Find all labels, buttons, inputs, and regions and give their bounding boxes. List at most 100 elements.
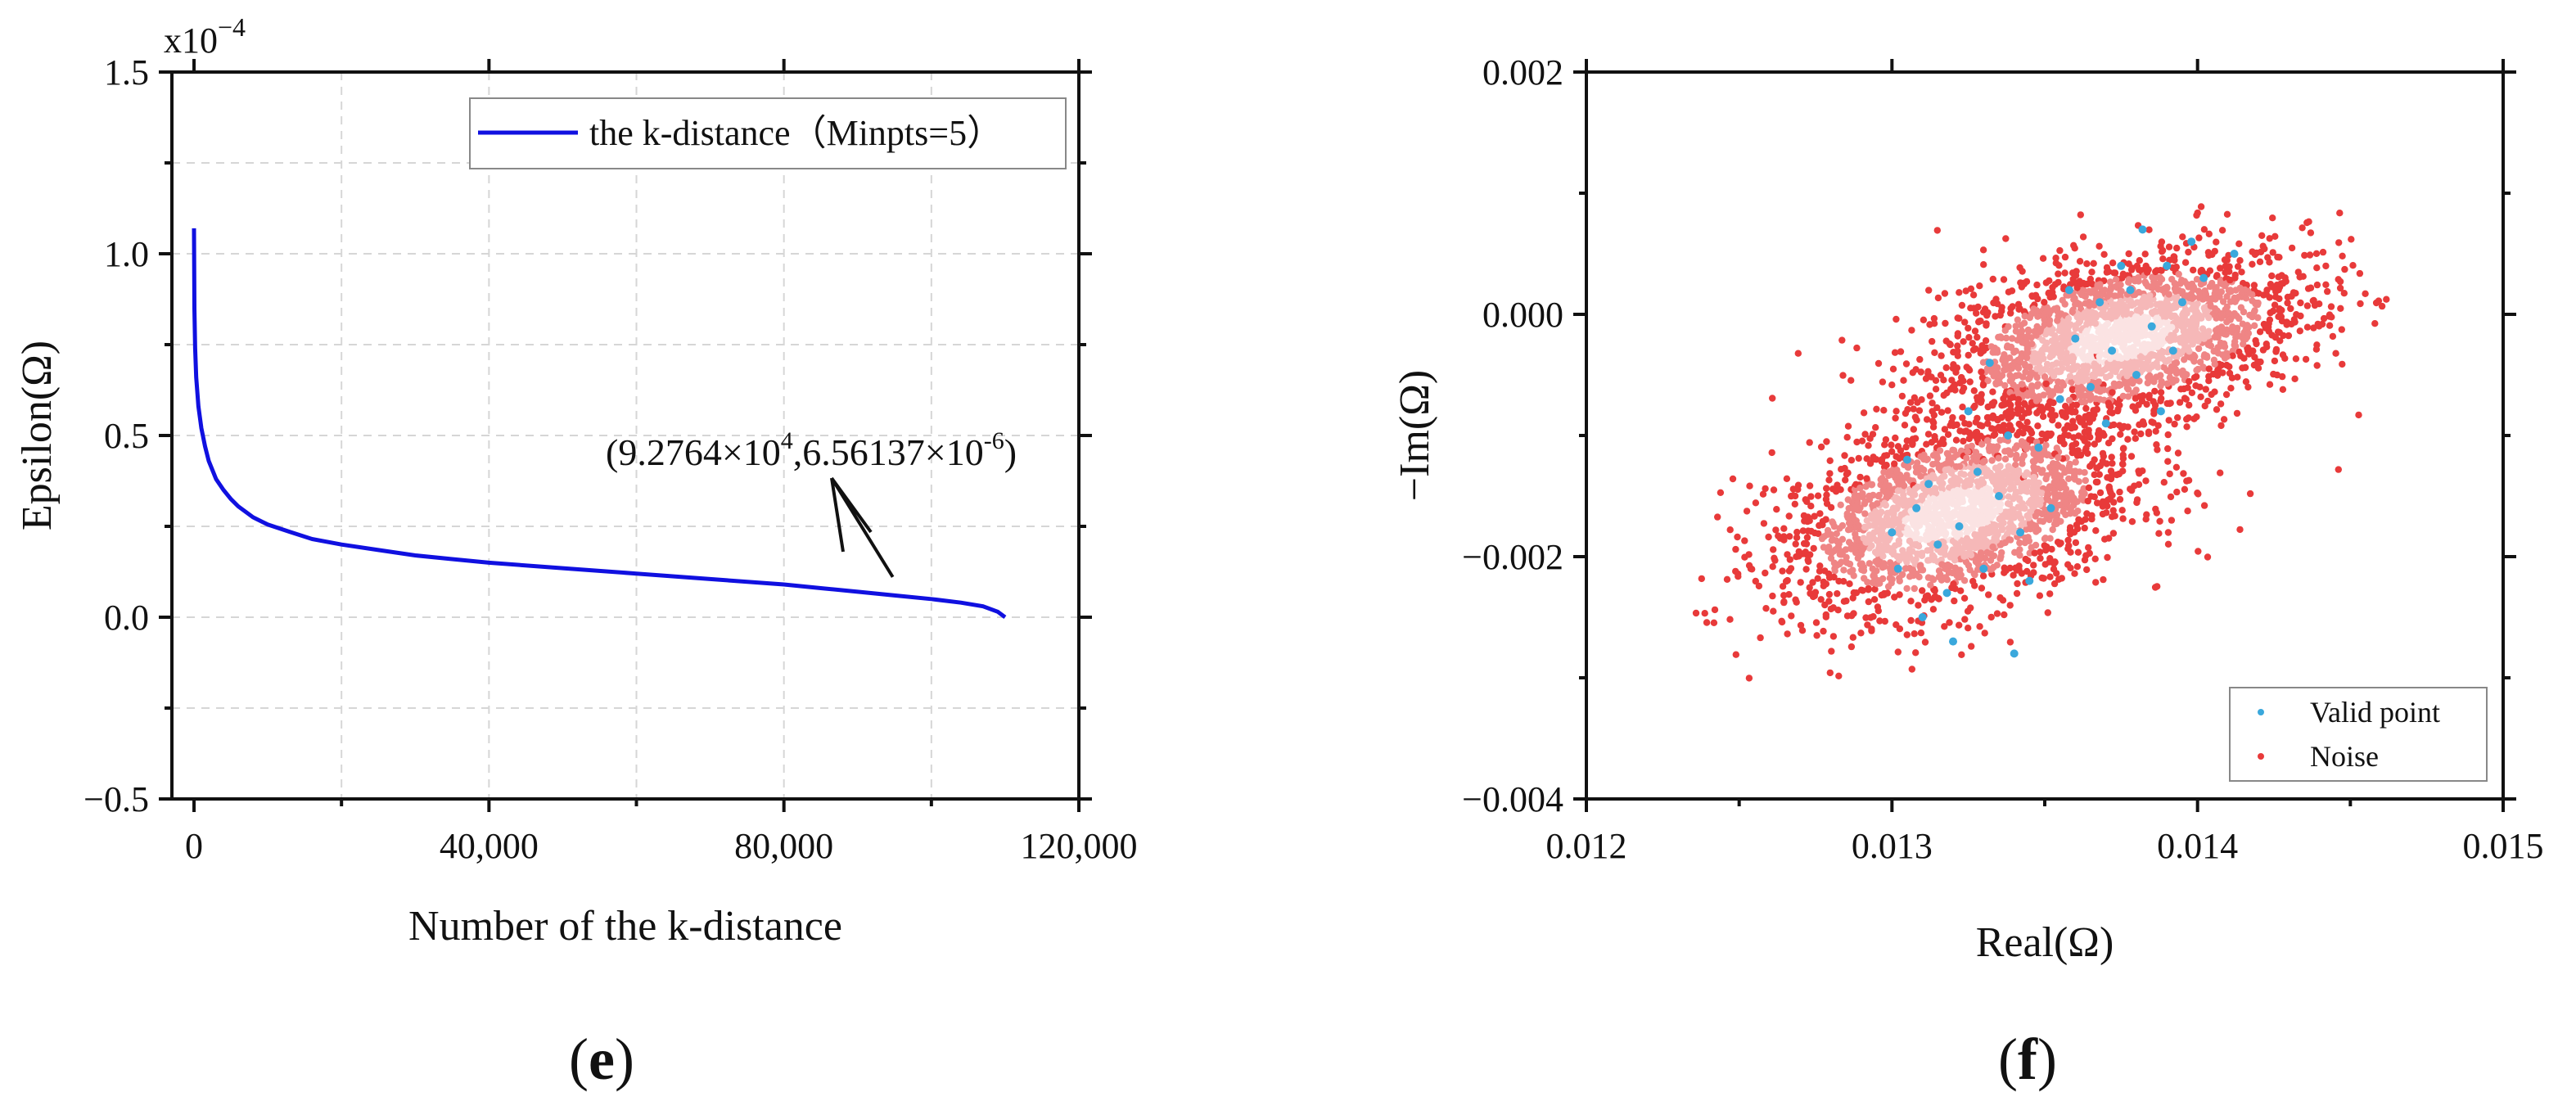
panel-f-noise-point	[2357, 300, 2364, 308]
panel-f-noise-point	[2136, 305, 2144, 313]
panel-f-noise-point	[1844, 469, 1852, 476]
panel-f-noise-point	[1888, 441, 1895, 449]
panel-f-noise-point	[2180, 385, 2188, 393]
panel-f-noise-point	[1924, 431, 1933, 438]
panel-f-noise-point	[1994, 349, 2001, 356]
panel-f-noise-point	[1843, 434, 1851, 441]
panel-f-noise-point	[2058, 575, 2065, 582]
panel-f-noise-point	[2062, 358, 2069, 365]
panel-f-noise-point	[2020, 452, 2028, 459]
panel-f-noise-point	[1835, 540, 1843, 548]
panel-f-noise-point	[2026, 435, 2033, 443]
panel-f-noise-point	[1855, 454, 1862, 463]
panel-f-noise-point	[1840, 566, 1847, 574]
panel-f-noise-point	[1776, 535, 1784, 542]
panel-f-noise-point	[2349, 262, 2357, 269]
panel-f-noise-point	[1966, 491, 1974, 499]
panel-f-noise-point	[2002, 235, 2010, 242]
panel-f-noise-point	[2071, 476, 2079, 483]
panel-f-noise-point	[2229, 352, 2236, 359]
panel-f-valid-point	[2230, 250, 2239, 258]
panel-f-noise-point	[1880, 407, 1888, 414]
panel-f-noise-point	[1792, 540, 1799, 548]
panel-f-noise-point	[2219, 351, 2226, 359]
panel-f-noise-point	[2073, 363, 2081, 370]
panel-f-noise-point	[1847, 377, 1855, 384]
panel-f-noise-point	[1937, 530, 1945, 537]
panel-f-noise-point	[2005, 323, 2012, 331]
panel-f-noise-point	[2076, 258, 2084, 265]
panel-f-noise-point	[1932, 490, 1940, 497]
panel-f-noise-point	[1874, 527, 1882, 535]
panel-f-noise-point	[1970, 404, 1978, 411]
panel-f-noise-point	[2236, 526, 2244, 534]
panel-f-valid-point	[1888, 528, 1897, 537]
panel-f-noise-point	[2033, 365, 2041, 372]
panel-f-noise-point	[2372, 299, 2380, 307]
panel-f-noise-point	[2218, 227, 2226, 234]
panel-f-noise-point	[2008, 287, 2016, 295]
panel-f-noise-point	[2217, 279, 2224, 287]
panel-f-noise-point	[2195, 490, 2202, 498]
panel-f-noise-points	[1692, 203, 2390, 682]
panel-f-noise-point	[1944, 493, 1951, 501]
panel-f-noise-point	[2188, 389, 2196, 396]
panel-f-noise-point	[2064, 422, 2072, 430]
panel-f-noise-point	[2097, 311, 2105, 318]
panel-f-noise-point	[2080, 363, 2087, 370]
panel-f-noise-point	[1933, 227, 1941, 234]
panel-f-noise-point	[1897, 480, 1904, 487]
panel-f-noise-point	[2055, 278, 2062, 287]
panel-f-noise-point	[2062, 499, 2069, 508]
panel-f-noise-point	[1989, 543, 1996, 551]
panel-f-noise-point	[2132, 348, 2141, 355]
panel-f-noise-point	[2050, 566, 2058, 573]
panel-f-noise-point	[2037, 554, 2044, 562]
panel-f-noise-point	[1734, 533, 1741, 541]
panel-f-noise-point	[2223, 361, 2231, 369]
panel-f-noise-point	[2061, 269, 2068, 277]
panel-f-noise-point	[2208, 279, 2216, 287]
panel-f-noise-point	[1983, 518, 1991, 526]
panel-f-noise-point	[1954, 342, 1961, 350]
panel-f-noise-point	[1910, 426, 1917, 433]
panel-f-noise-point	[1879, 475, 1886, 482]
panel-f-noise-point	[2213, 238, 2220, 246]
panel-f-noise-point	[1879, 378, 1887, 386]
panel-f-noise-point	[2220, 340, 2228, 348]
panel-f-noise-point	[1884, 509, 1892, 517]
panel-f-noise-point	[2039, 413, 2047, 421]
panel-f-noise-point	[2010, 571, 2017, 579]
panel-f-noise-point	[1938, 517, 1945, 525]
panel-f-noise-point	[2182, 371, 2190, 378]
panel-f-noise-point	[2037, 548, 2044, 556]
panel-f-valid-point	[2199, 273, 2208, 282]
panel-f-noise-point	[2050, 521, 2059, 528]
panel-f-noise-point	[1849, 594, 1856, 602]
panel-f-noise-point	[1992, 446, 2000, 453]
panel-f-noise-point	[1902, 443, 1910, 451]
panel-f-noise-point	[1802, 551, 1810, 558]
panel-f-noise-point	[1969, 501, 1978, 508]
panel-f-noise-point	[2188, 280, 2196, 288]
panel-f-noise-point	[1977, 480, 1984, 488]
panel-f-noise-point	[1778, 617, 1785, 625]
panel-f-noise-point	[2099, 449, 2107, 458]
panel-f-noise-point	[2000, 422, 2007, 429]
panel-f-noise-point	[1996, 555, 2004, 562]
panel-f-noise-point	[2141, 250, 2149, 258]
panel-f-valid-point	[2138, 225, 2147, 234]
panel-f-noise-point	[2055, 422, 2062, 429]
panel-f-noise-point	[2024, 534, 2032, 541]
panel-f-valid-point	[1995, 492, 2003, 500]
panel-f-legend: Valid point Noise	[2229, 687, 2488, 782]
panel-f-noise-point	[1967, 305, 1974, 312]
panel-f-noise-point	[1965, 324, 1972, 332]
panel-f-noise-point	[2050, 372, 2058, 380]
panel-f-noise-point	[1917, 563, 1924, 571]
panel-f-noise-point	[2019, 268, 2026, 275]
panel-f-noise-point	[2072, 539, 2080, 547]
panel-f-noise-point	[1872, 557, 1879, 566]
panel-f-noise-point	[1820, 627, 1827, 635]
panel-f-noise-point	[2041, 373, 2049, 381]
